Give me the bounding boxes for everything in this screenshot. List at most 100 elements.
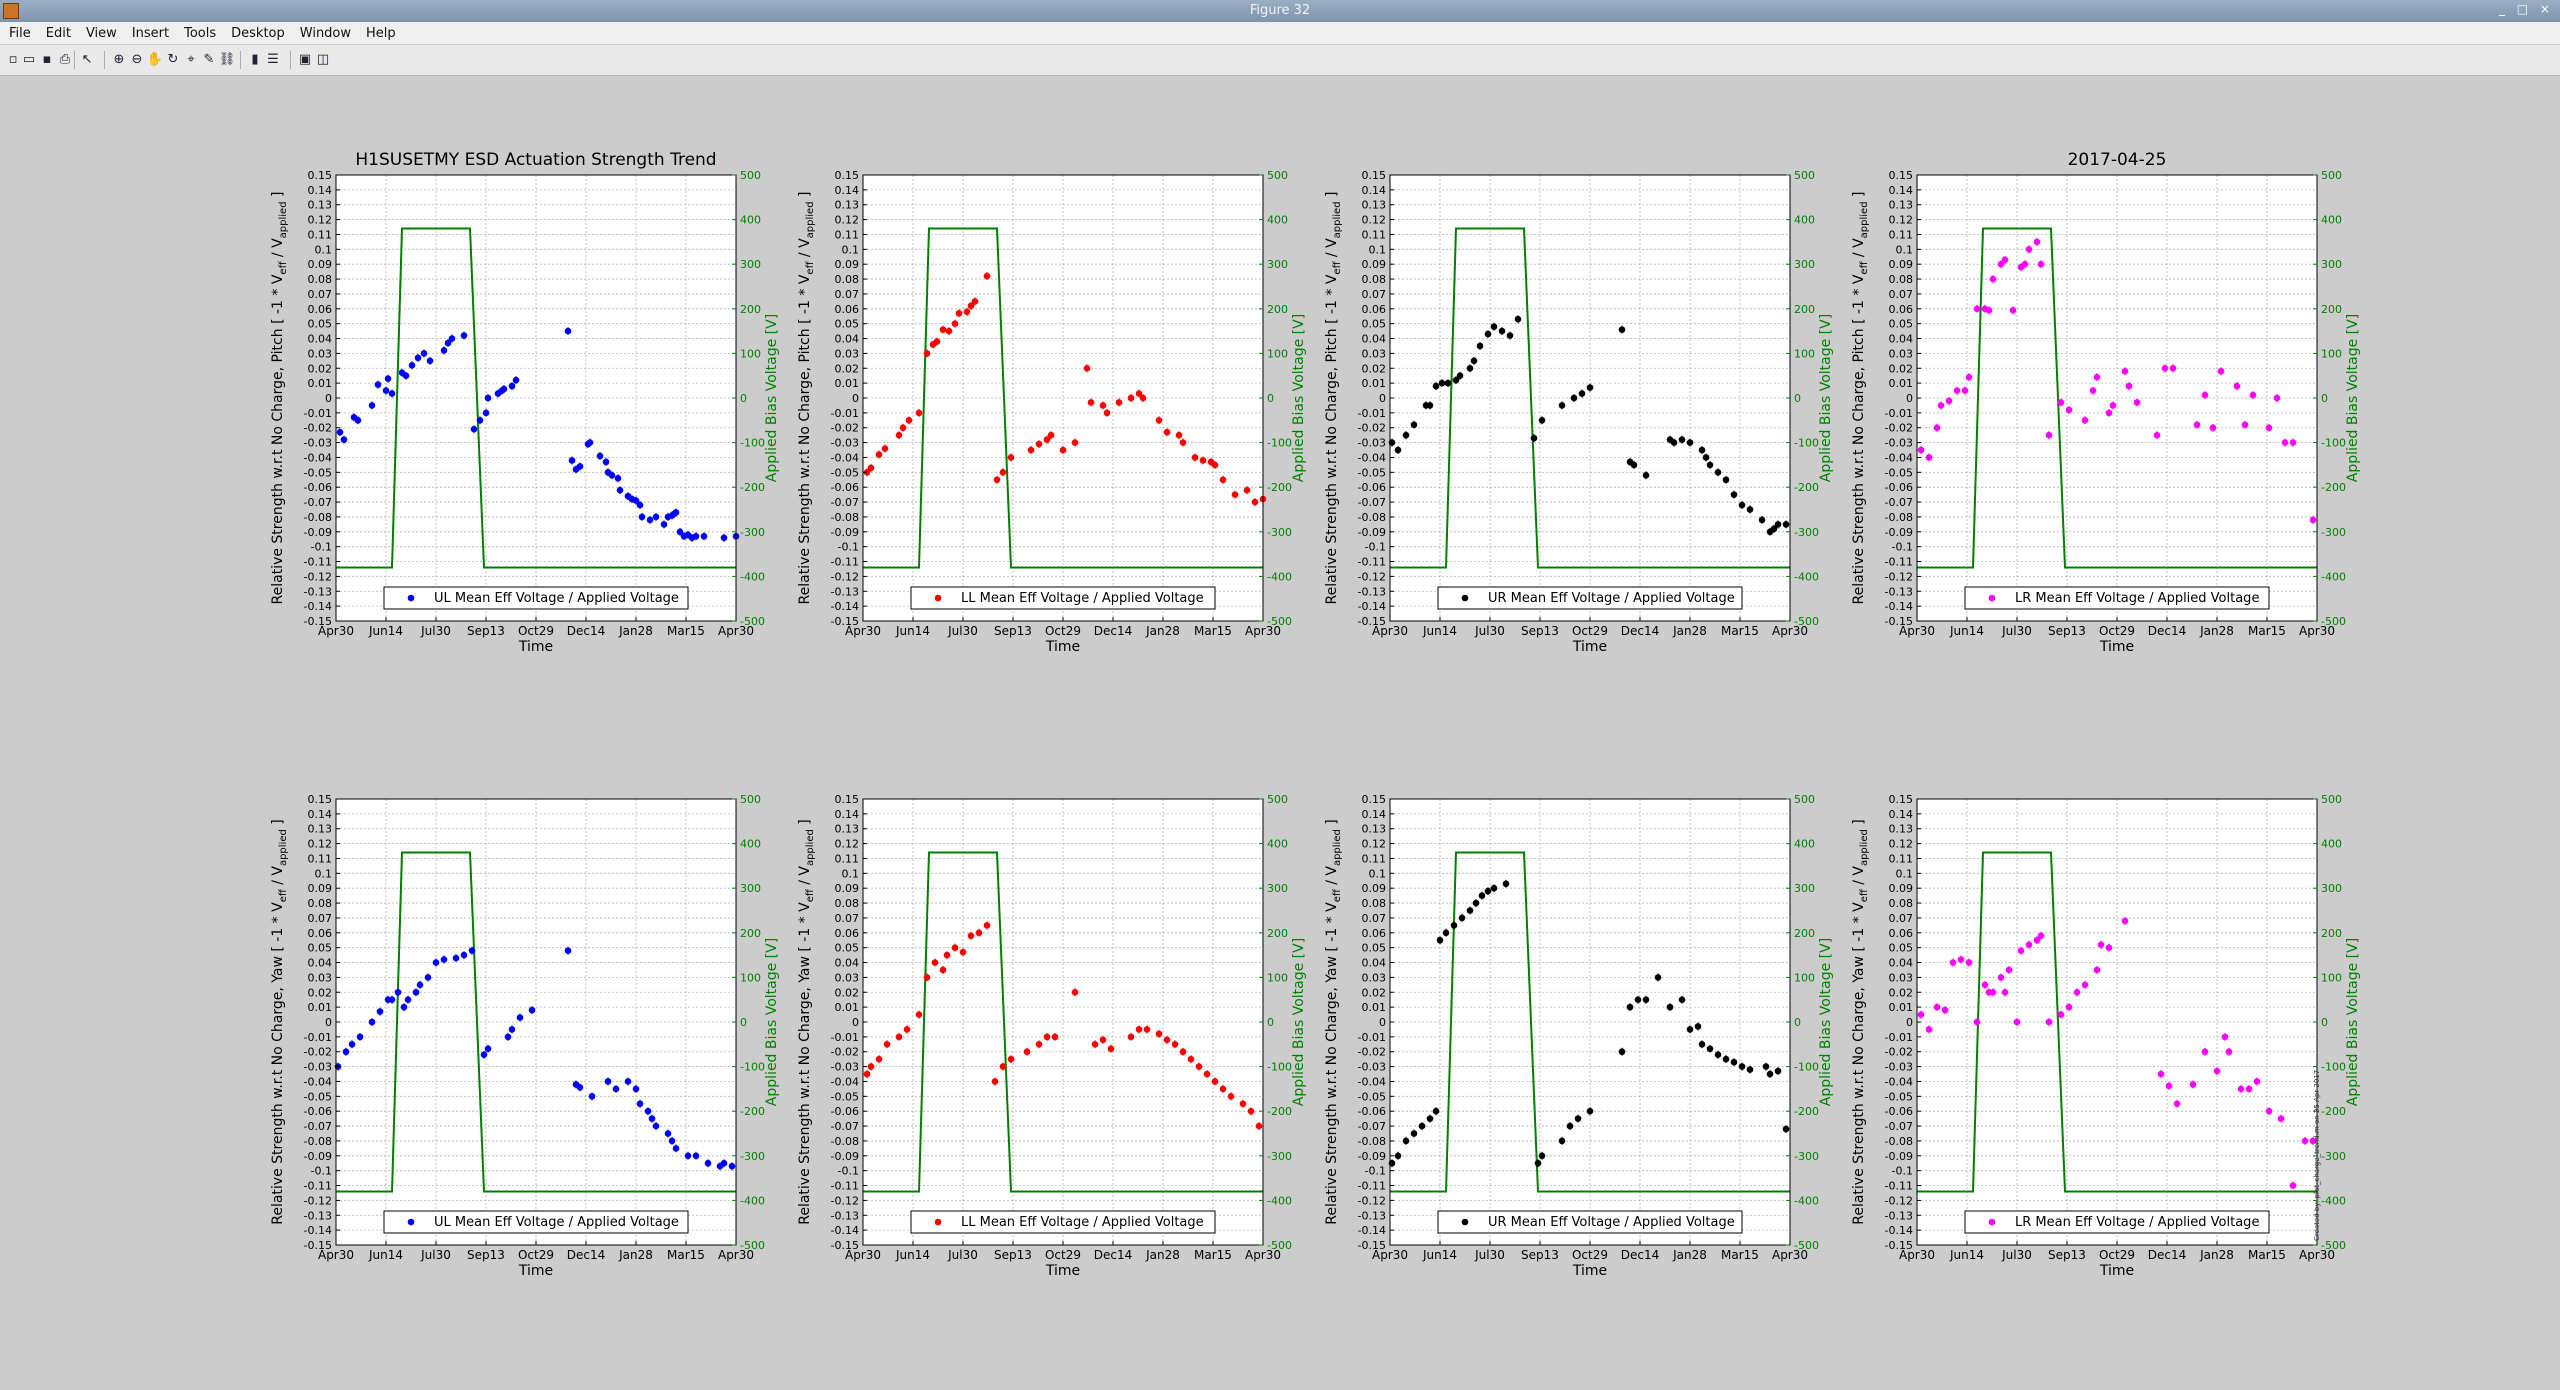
y-tick-label: 0.01	[1362, 377, 1387, 390]
brush-icon[interactable]: ✎	[203, 51, 215, 67]
new-figure-icon[interactable]: ▫	[8, 51, 18, 67]
x-tick-label: Apr30	[1245, 624, 1281, 638]
zoom-in-icon[interactable]: ⊕	[113, 51, 125, 67]
menu-desktop[interactable]: Desktop	[231, 26, 285, 41]
data-point	[1239, 1100, 1247, 1108]
y-tick-label: -0.02	[1358, 1046, 1386, 1059]
x-tick-label: Apr30	[1899, 624, 1935, 638]
y-tick-label: 0.06	[1889, 927, 1914, 940]
window-titlebar: Figure 32 _ □ ×	[0, 0, 2560, 22]
rotate-3d-icon[interactable]: ↻	[167, 51, 179, 67]
x-tick-label: Jan28	[2199, 1248, 2234, 1262]
data-point	[1127, 1033, 1135, 1041]
data-point	[1127, 394, 1135, 402]
y-axis-label-part: ]	[1324, 192, 1340, 202]
data-point	[2309, 1137, 2317, 1145]
data-point	[648, 1115, 656, 1122]
y-tick-label: 0.12	[1362, 838, 1387, 851]
y-tick-label: -0.02	[304, 422, 332, 435]
data-point	[408, 361, 416, 369]
data-point	[2125, 382, 2133, 390]
y-right-tick-label: 300	[2321, 882, 2342, 895]
x-tick-label: Apr30	[1372, 624, 1408, 638]
y-tick-label: 0.05	[1889, 942, 1914, 955]
menu-help[interactable]: Help	[366, 26, 396, 41]
data-point	[2153, 431, 2161, 439]
y-right-axis-label: Applied Bias Voltage [V]	[2345, 314, 2361, 482]
y-tick-label: 0.07	[835, 912, 860, 925]
y-tick-label: 0.15	[1362, 169, 1387, 182]
y-right-tick-label: 200	[1794, 303, 1815, 316]
window-controls[interactable]: _ □ ×	[2498, 2, 2554, 16]
y-tick-label: -0.01	[304, 407, 332, 420]
y-right-tick-label: -400	[1267, 1194, 1292, 1207]
y-tick-label: 0	[1906, 1016, 1913, 1029]
x-tick-label: Jun14	[1422, 624, 1457, 638]
data-point	[368, 402, 376, 409]
data-point	[512, 376, 520, 384]
y-right-tick-label: 300	[1267, 882, 1288, 895]
insert-colorbar-icon[interactable]: ▮	[251, 51, 259, 67]
menu-edit[interactable]: Edit	[45, 26, 71, 41]
subplot-LL-pitch: 0.15 0.14 0.13 0.120.11 0.1 0.09 0.08 0.07 0.06 0…	[797, 169, 1307, 655]
data-point	[568, 457, 576, 464]
data-point	[1442, 929, 1450, 937]
x-tick-label: Jan28	[618, 624, 653, 638]
data-point	[684, 1152, 692, 1160]
y-right-tick-label: 300	[740, 882, 761, 895]
data-point	[1937, 402, 1945, 409]
menu-file[interactable]: File	[9, 26, 31, 41]
date-title: 2017-04-25	[2068, 150, 2167, 170]
data-point	[971, 298, 979, 305]
show-plot-tools-icon[interactable]: ◫	[316, 51, 330, 67]
data-point	[668, 1137, 676, 1145]
edit-plot-arrow-icon[interactable]: ↖	[81, 51, 93, 67]
data-point	[412, 988, 420, 996]
menu-view[interactable]: View	[85, 26, 117, 41]
data-point	[2065, 1003, 2073, 1011]
pan-hand-icon[interactable]: ✋	[146, 51, 164, 67]
y-tick-label: -0.15	[304, 615, 332, 628]
y-right-tick-label: 400	[1794, 214, 1815, 227]
data-point	[728, 1162, 736, 1170]
print-icon[interactable]: ⎙	[59, 51, 71, 67]
data-point	[1007, 454, 1015, 461]
data-point	[1534, 1159, 1542, 1167]
legend: UL Mean Eff Voltage / Applied Voltage	[383, 586, 689, 610]
x-tick-label: Jul30	[947, 1248, 978, 1262]
data-point	[440, 956, 448, 963]
data-point	[2273, 394, 2281, 402]
link-plot-icon[interactable]: ⛓	[218, 51, 236, 67]
y-axis-label-part: Relative Strength w.r.t No Charge, Pitch…	[1324, 274, 1340, 604]
open-file-icon[interactable]: ▭	[22, 51, 36, 67]
data-point	[1083, 364, 1091, 372]
y-tick-label: -0.12	[831, 1194, 859, 1207]
menu-insert[interactable]: Insert	[131, 26, 170, 41]
menu-tools[interactable]: Tools	[184, 26, 217, 41]
data-point	[999, 469, 1007, 476]
save-icon[interactable]: ▪	[42, 51, 52, 67]
insert-legend-icon[interactable]: ☰	[267, 51, 279, 67]
y-axis-label-subscript: applied	[1332, 201, 1343, 238]
legend-marker	[1988, 594, 1996, 602]
zoom-out-icon[interactable]: ⊖	[131, 51, 143, 67]
hide-plot-tools-icon[interactable]: ▣	[298, 51, 312, 67]
y-tick-label: -0.02	[304, 1046, 332, 1059]
menu-window[interactable]: Window	[299, 26, 352, 41]
data-point	[1953, 387, 1961, 394]
y-axis-label-part: ]	[1851, 192, 1867, 202]
data-point	[652, 513, 660, 521]
y-axis-label-subscript: applied	[278, 201, 289, 238]
y-tick-label: -0.12	[1358, 1194, 1386, 1207]
data-point	[500, 385, 508, 393]
data-point	[1626, 1003, 1634, 1011]
data-point	[664, 1130, 672, 1137]
legend-marker	[1461, 1218, 1469, 1226]
y-tick-label: -0.1	[1365, 541, 1386, 554]
x-tick-label: Jun14	[1949, 1248, 1984, 1262]
y-tick-label: 0.15	[1362, 793, 1387, 806]
y-axis-label-part: Relative Strength w.r.t No Charge, Yaw […	[1851, 902, 1867, 1225]
data-point	[1155, 1030, 1163, 1038]
data-cursor-icon[interactable]: ⌖	[187, 51, 195, 67]
x-tick-label: Jun14	[368, 624, 403, 638]
